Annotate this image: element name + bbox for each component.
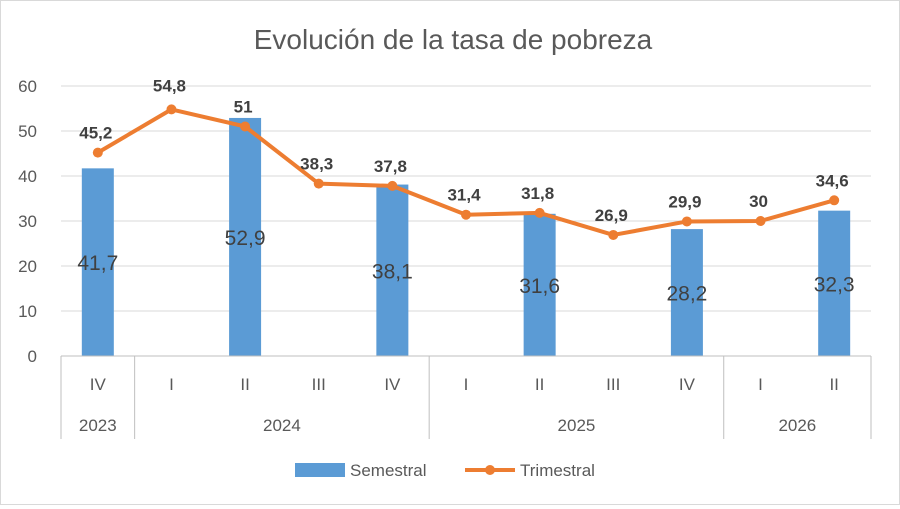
year-label: 2024 [263,416,301,435]
trimestral-value-label: 45,2 [79,124,112,143]
x-tick-label: I [464,375,469,394]
trimestral-value-label: 38,3 [300,155,333,174]
bar-ii-6 [523,213,556,356]
x-tick-label: II [535,375,544,394]
trimestral-value-label: 26,9 [595,206,628,225]
x-tick-label: I [169,375,174,394]
x-tick-label: IV [384,375,401,394]
trimestral-point [755,216,766,226]
x-tick-label: I [758,375,763,394]
trimestral-point [313,178,324,189]
legend-semestral-label: Semestral [350,461,427,480]
trimestral-value-label: 29,9 [668,192,701,211]
year-label: 2026 [778,416,816,435]
trimestral-value-label: 54,8 [153,76,186,95]
x-tick-label: II [829,375,838,394]
bar-iv-4 [376,184,409,356]
semestral-value-label: 41,7 [77,252,118,275]
trimestral-point [240,121,251,132]
y-tick-label: 60 [18,77,37,96]
bar-iv-8 [670,229,703,356]
chart-title: Evolución de la tasa de pobreza [254,24,653,55]
data-labels: 45,2 54,8 51 38,3 37,8 31,4 31,8 26,9 29,9 30 34,6… [77,76,854,305]
trimestral-value-label: 37,8 [374,157,407,176]
trimestral-point [166,104,177,115]
y-tick-label: 50 [18,122,37,141]
trimestral-value-label: 34,6 [816,171,849,190]
semestral-value-label: 38,1 [372,260,413,283]
bar-series [81,117,851,356]
year-label: 2025 [558,416,596,435]
y-tick-label: 0 [28,347,37,366]
y-tick-label: 40 [18,167,37,186]
trimestral-value-label: 30 [749,192,768,211]
x-tick-label: II [240,375,249,394]
y-axis: 0 10 20 30 40 50 60 [18,77,37,366]
trimestral-point [829,195,840,206]
semestral-value-label: 28,2 [666,283,707,306]
y-tick-label: 10 [18,302,37,321]
line-series [92,104,840,240]
legend: Semestral Trimestral [295,461,595,480]
year-label: 2023 [79,416,117,435]
x-tick-label: III [312,375,326,394]
trimestral-point [681,216,692,227]
trimestral-point [461,209,471,220]
semestral-value-label: 32,3 [814,273,855,296]
trimestral-point [387,180,398,191]
trimestral-point [608,229,619,240]
x-tick-label: IV [90,375,107,394]
y-tick-label: 20 [18,257,37,276]
semestral-value-label: 52,9 [225,227,266,250]
trimestral-value-label: 51 [234,98,253,117]
x-tick-label: IV [679,375,696,394]
x-tick-label: III [606,375,620,394]
trimestral-value-label: 31,8 [521,184,554,203]
trimestral-point [92,147,103,158]
legend-trimestral-label: Trimestral [520,461,595,480]
bar-ii-2 [229,117,262,356]
bar-iv-0 [81,168,114,356]
legend-semestral-swatch [295,463,345,477]
gridlines [61,85,871,357]
trimestral-point [534,207,545,218]
legend-trimestral-marker [485,465,495,475]
semestral-value-label: 31,6 [519,275,560,298]
trimestral-value-label: 31,4 [447,186,481,205]
bar-ii-10 [818,210,851,356]
y-tick-label: 30 [18,212,37,231]
